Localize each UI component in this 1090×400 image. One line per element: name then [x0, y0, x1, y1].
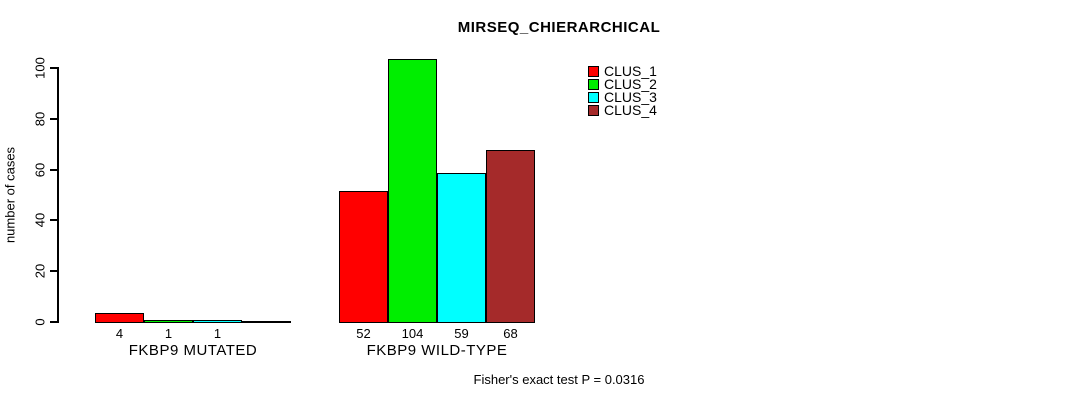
legend-label-clus_2: CLUS_2: [604, 76, 657, 92]
bar-clus_3-group0: [193, 320, 242, 323]
y-axis: [57, 67, 59, 323]
bar-clus_1-group1: [339, 191, 388, 323]
bar-value-label-clus_4-group1: 68: [503, 326, 518, 341]
y-tick-label-60: 60: [32, 162, 48, 178]
bar-clus_1-group0: [95, 313, 144, 323]
y-tick-mark-40: [50, 219, 58, 221]
y-tick-label-0: 0: [32, 318, 48, 326]
y-tick-label-100: 100: [32, 57, 48, 79]
y-tick-label-20: 20: [32, 263, 48, 279]
y-tick-mark-20: [50, 270, 58, 272]
y-tick-mark-100: [50, 67, 58, 69]
bar-clus_4-group1: [486, 150, 535, 323]
legend-label-clus_4: CLUS_4: [604, 102, 657, 118]
y-tick-mark-60: [50, 169, 58, 171]
bar-value-label-clus_3-group0: 1: [213, 326, 222, 341]
y-tick-mark-0: [50, 321, 58, 323]
chart-title: MIRSEQ_CHIERARCHICAL: [457, 19, 661, 36]
bar-clus_2-group0: [144, 320, 193, 323]
y-tick-label-40: 40: [32, 212, 48, 228]
group-label-fkbp9-wild-type: FKBP9 WILD-TYPE: [366, 342, 508, 359]
legend-label-clus_1: CLUS_1: [604, 63, 657, 79]
y-axis-label: number of cases: [2, 146, 18, 244]
bar-clus_3-group1: [437, 173, 486, 323]
bar-value-label-clus_2-group0: 1: [164, 326, 173, 341]
bar-clus_4-group0: [242, 321, 291, 323]
bar-value-label-clus_3-group1: 59: [454, 326, 469, 341]
legend-swatch-clus_1: [588, 66, 599, 77]
bar-value-label-clus_1-group0: 4: [115, 326, 124, 341]
legend-label-clus_3: CLUS_3: [604, 89, 657, 105]
legend-swatch-clus_3: [588, 92, 599, 103]
legend-swatch-clus_2: [588, 79, 599, 90]
bar-value-label-clus_2-group1: 104: [401, 326, 424, 341]
y-tick-mark-80: [50, 118, 58, 120]
bar-clus_2-group1: [388, 59, 437, 323]
pvalue-annotation: Fisher's exact test P = 0.0316: [473, 372, 645, 387]
group-label-fkbp9-mutated: FKBP9 MUTATED: [128, 342, 258, 359]
y-tick-label-80: 80: [32, 111, 48, 127]
legend-swatch-clus_4: [588, 105, 599, 116]
bar-value-label-clus_1-group1: 52: [356, 326, 371, 341]
